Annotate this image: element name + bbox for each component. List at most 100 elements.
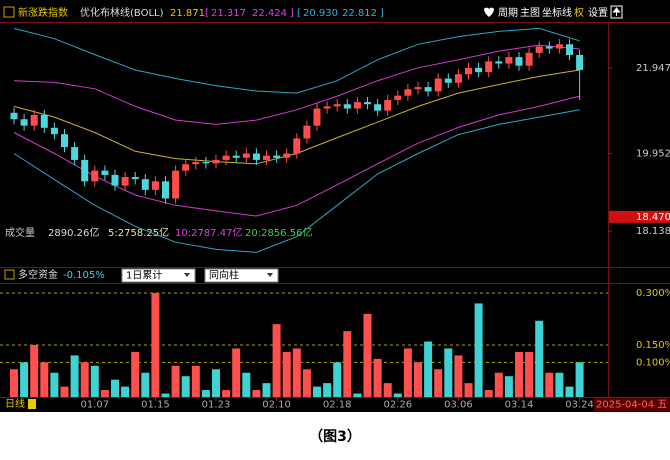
candle-body	[525, 52, 533, 66]
candle-body	[30, 114, 38, 126]
period-icon[interactable]	[28, 399, 36, 409]
candle-body	[444, 78, 452, 83]
inner-high: 22.424	[252, 8, 287, 19]
y-tick-label: 0.300%	[636, 288, 670, 299]
candle-body	[374, 104, 382, 111]
bar	[464, 383, 473, 397]
dropdown-text: 1日累计	[126, 269, 162, 282]
candle-body	[343, 104, 351, 109]
candle-body	[333, 104, 341, 107]
fund-value: -0.105%	[63, 270, 105, 281]
candle-body	[353, 102, 361, 109]
favorite-icon[interactable]	[484, 7, 494, 17]
candle-body	[313, 108, 321, 126]
bar	[40, 362, 49, 397]
bar	[111, 379, 119, 397]
bar	[171, 365, 180, 397]
outer-high: 22.812	[342, 8, 377, 19]
boll-line	[13, 95, 580, 217]
candle-body	[222, 155, 230, 160]
boll-line	[13, 27, 580, 94]
bar	[282, 351, 291, 397]
menu-item[interactable]: 设置	[588, 7, 608, 19]
bar	[161, 393, 170, 397]
bar	[545, 372, 554, 397]
candle-body	[242, 153, 250, 158]
indicator[interactable]: 新涨跌指数	[18, 6, 68, 19]
candle-body	[303, 125, 311, 139]
price-marker	[609, 210, 670, 223]
bar	[454, 355, 463, 397]
candle-body	[91, 170, 99, 182]
candle-body	[182, 164, 190, 171]
bar	[222, 390, 231, 397]
bracket: ]	[290, 8, 294, 19]
y-tick-label: 0.150%	[636, 340, 670, 351]
candle-body	[162, 181, 169, 199]
outer-low: 20.930	[303, 8, 338, 19]
period[interactable]: 日线	[5, 397, 25, 410]
candle-body	[404, 89, 412, 96]
bar	[484, 390, 493, 397]
study: 优化布林线(BOLL)	[80, 6, 164, 19]
x-tick-label: 03.06	[444, 400, 473, 411]
boll-line	[13, 109, 580, 253]
bar	[10, 369, 18, 397]
bar	[302, 369, 311, 397]
bar	[70, 355, 79, 397]
dropdown[interactable]	[121, 268, 196, 283]
candle-body	[454, 74, 462, 83]
icon[interactable]	[4, 269, 15, 280]
bar	[262, 383, 271, 397]
bar	[181, 376, 190, 397]
candle-body	[141, 179, 149, 190]
bar	[414, 362, 422, 397]
collapse-button[interactable]	[610, 5, 623, 19]
bar	[373, 358, 382, 397]
bar	[50, 372, 59, 397]
y-tick-label: 18.138	[636, 226, 670, 237]
dropdown-arrow	[184, 273, 190, 277]
boll-line	[13, 44, 580, 125]
bracket: [	[205, 8, 209, 19]
dropdown-text: 同向柱	[209, 269, 239, 282]
candle-body	[111, 174, 119, 186]
bar	[353, 393, 362, 397]
bar	[272, 324, 281, 397]
icon[interactable]	[3, 6, 15, 18]
bar	[333, 362, 342, 397]
volume-ma5: 5:2758.25亿	[108, 226, 169, 239]
candle-body	[283, 153, 291, 158]
bar	[212, 369, 220, 397]
candle-body	[414, 87, 422, 90]
candle-body	[465, 67, 472, 75]
bar	[363, 313, 372, 397]
candle-body	[10, 112, 18, 120]
candle-body	[293, 138, 301, 154]
bar	[80, 362, 89, 397]
volume-ma20: 20:2856.56亿	[245, 226, 312, 239]
bar	[313, 386, 321, 397]
x-tick-label: 01.07	[80, 400, 109, 411]
x-tick-label: 02.26	[383, 400, 412, 411]
candle-body	[61, 134, 68, 148]
x-tick-label: 01.15	[141, 400, 170, 411]
bar	[252, 390, 261, 397]
dropdown[interactable]	[204, 268, 279, 283]
bar	[504, 376, 513, 397]
date-box	[594, 398, 670, 411]
collapse-icon	[612, 7, 621, 16]
menu-item[interactable]: 坐标线	[542, 6, 572, 19]
candle-body	[50, 127, 58, 135]
candle-body	[434, 78, 442, 92]
menu-item[interactable]: 权	[574, 6, 584, 19]
candle-body	[192, 162, 200, 165]
candle-body	[131, 177, 139, 180]
x-tick-label: 03.14	[505, 400, 534, 411]
candle-body	[151, 181, 159, 190]
volume-label: 成交量	[5, 226, 35, 239]
menu-item[interactable]: 周期	[498, 7, 518, 19]
menu-item[interactable]: 主图	[520, 7, 540, 19]
bar	[535, 320, 544, 397]
